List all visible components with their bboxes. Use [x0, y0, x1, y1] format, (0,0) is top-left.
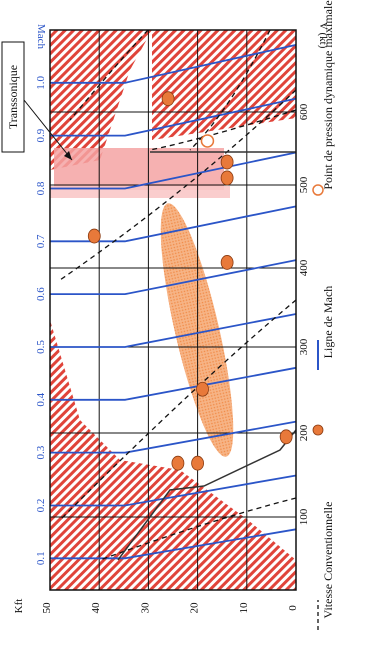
speed-tick-label: 200: [298, 424, 310, 441]
max-pressure-point: [220, 170, 234, 186]
mach-line: [50, 366, 297, 401]
speed-tick-label: 500: [298, 176, 310, 193]
altitude-axis-title: Kft: [13, 599, 25, 614]
transonic-callout: Transsonique: [1, 41, 73, 161]
altitude-ticks: 0 10 20 30 40 50: [41, 602, 299, 614]
mach-tick-label: 1.0: [35, 75, 47, 89]
altitude-tick-label: 40: [90, 602, 102, 614]
speed-curves: [59, 29, 297, 561]
speed-tick-label: 100: [298, 508, 310, 525]
altitude-tick-label: 50: [41, 602, 53, 614]
max-dynamic-pressure-points: [87, 91, 293, 471]
max-pressure-point-hollow: [200, 134, 215, 148]
mach-line: [50, 151, 297, 190]
speed-curve: [69, 29, 149, 121]
mach-line: [50, 474, 297, 507]
mach-tick-label: 0.8: [35, 181, 47, 195]
legend-hollow-swatch: [312, 184, 324, 196]
legend-filled-swatch: [312, 424, 324, 436]
mach-axis-title: Mach: [35, 24, 47, 50]
mach-line: [50, 313, 297, 348]
speed-tick-label: 600: [298, 103, 310, 120]
speed-axis-title: V (kt): [317, 22, 329, 49]
mach-tick-label: 0.1: [35, 551, 47, 565]
hatch-region-bottom: [50, 320, 296, 590]
legend: Vitesse Conventionnelle Ligne de Mach Po…: [312, 0, 335, 630]
mach-line: [50, 205, 297, 243]
speed-ticks: 100 200 300 400 500 600: [298, 103, 310, 525]
altitude-tick-label: 30: [139, 602, 151, 614]
mach-line: [50, 528, 297, 560]
altitude-tick-label: 20: [189, 602, 201, 614]
mach-tick-label: 0.7: [35, 234, 47, 248]
mach-tick-label: 0.6: [35, 287, 47, 301]
mach-tick-label: 0.2: [35, 499, 47, 513]
max-pressure-point: [171, 455, 185, 471]
mach-lines: [50, 43, 297, 560]
mach-tick-label: 0.5: [35, 340, 47, 354]
legend-dashed-label: Vitesse Conventionnelle: [321, 502, 335, 619]
transonic-band: [54, 148, 224, 190]
altitude-tick-label: 10: [238, 602, 250, 614]
mach-line: [50, 97, 297, 137]
plot-frame: [49, 29, 297, 591]
speed-curve: [59, 299, 297, 521]
legend-marker-label: Point de pression dynamique maximale: [321, 0, 335, 189]
speed-curve: [189, 29, 271, 151]
speed-tick-label: 400: [298, 259, 310, 276]
max-pressure-point: [161, 91, 175, 107]
max-pressure-point: [220, 154, 234, 170]
max-pressure-point: [87, 228, 101, 244]
legend-blue-label: Ligne de Mach: [321, 286, 335, 359]
mach-tick-label: 0.3: [35, 445, 47, 459]
mach-line: [50, 420, 297, 454]
orange-region: [160, 203, 234, 457]
mach-line: [50, 43, 297, 84]
transonic-label: Transsonique: [6, 65, 20, 129]
mach-tick-label: 0.4: [35, 392, 47, 406]
speed-curve: [59, 89, 297, 281]
max-pressure-point: [279, 429, 293, 445]
max-pressure-point: [196, 381, 209, 397]
speed-curve: [149, 109, 297, 151]
speed-curve: [99, 497, 297, 561]
mach-tick-label: 0.9: [35, 128, 47, 142]
mach-line: [50, 259, 297, 296]
mach-ticks: 0.1 0.2 0.3 0.4 0.5 0.6 0.7 0.8 0.9 1.0: [35, 75, 47, 565]
max-pressure-point: [220, 255, 234, 270]
speed-tick-label: 300: [298, 338, 310, 355]
altitude-tick-label: 0: [287, 605, 299, 611]
max-pressure-point: [191, 455, 205, 471]
